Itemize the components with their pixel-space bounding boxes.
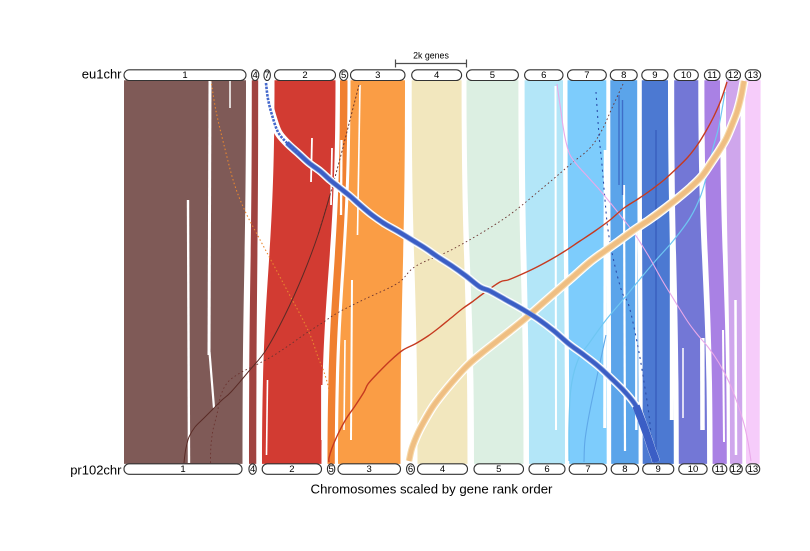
svg-text:9: 9 [656, 464, 661, 475]
svg-text:4: 4 [253, 70, 258, 81]
svg-text:7: 7 [584, 70, 589, 81]
svg-text:4: 4 [434, 70, 439, 81]
svg-text:2k genes: 2k genes [413, 51, 449, 61]
svg-text:2: 2 [289, 464, 294, 475]
svg-text:10: 10 [681, 70, 692, 81]
svg-text:3: 3 [375, 70, 380, 81]
svg-text:3: 3 [367, 464, 372, 475]
svg-text:5: 5 [496, 464, 501, 475]
svg-text:5: 5 [341, 70, 346, 81]
svg-text:2: 2 [302, 70, 307, 81]
svg-text:8: 8 [621, 70, 626, 81]
svg-text:11: 11 [715, 464, 725, 475]
svg-text:6: 6 [544, 464, 549, 475]
svg-text:13: 13 [748, 70, 759, 81]
svg-text:7: 7 [585, 464, 590, 475]
svg-text:11: 11 [707, 70, 717, 81]
svg-text:9: 9 [652, 70, 657, 81]
svg-text:Chromosomes scaled by gene ran: Chromosomes scaled by gene rank order [311, 482, 553, 497]
svg-text:8: 8 [622, 464, 627, 475]
svg-text:4: 4 [250, 464, 255, 475]
svg-text:12: 12 [728, 70, 739, 81]
svg-text:5: 5 [328, 464, 333, 475]
svg-text:eu1chr: eu1chr [82, 67, 122, 82]
svg-text:10: 10 [688, 464, 699, 475]
svg-text:pr102chr: pr102chr [70, 463, 122, 478]
svg-text:1: 1 [180, 464, 185, 475]
svg-text:4: 4 [440, 464, 445, 475]
svg-text:12: 12 [731, 464, 742, 475]
svg-text:5: 5 [490, 70, 495, 81]
svg-text:6: 6 [541, 70, 546, 81]
svg-text:7: 7 [264, 70, 269, 81]
svg-text:6: 6 [408, 464, 413, 475]
svg-text:1: 1 [182, 70, 187, 81]
svg-text:13: 13 [748, 464, 759, 475]
